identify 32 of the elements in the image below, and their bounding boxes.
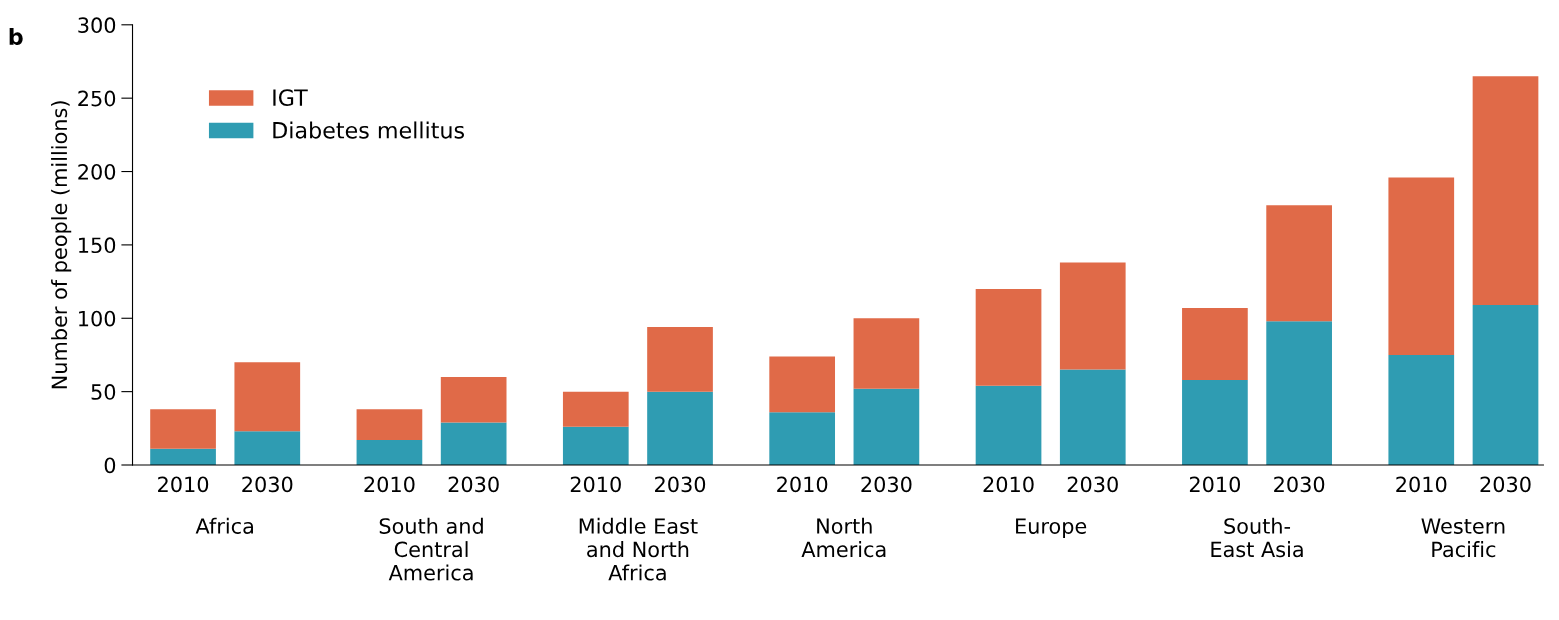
x-tick-label: 2010 — [777, 476, 828, 493]
y-tick-label: 250 — [78, 90, 116, 107]
x-tick-label: 2030 — [242, 476, 293, 493]
y-tick-label: 150 — [79, 237, 116, 254]
x-tick-label: 2030 — [1067, 476, 1118, 493]
x-tick-label: 2030 — [655, 476, 706, 493]
legend-label: Diabetes mellitus — [273, 121, 465, 139]
y-tick-label: 0 — [104, 457, 116, 474]
x-tick-label: 2010 — [1396, 476, 1447, 493]
text: Europe — [1016, 518, 1087, 538]
x-tick-label: 2010 — [1189, 476, 1241, 493]
y-tick-label: 100 — [79, 310, 116, 327]
text: Africa — [195, 517, 253, 534]
text: South- East Asia — [1211, 517, 1303, 558]
x-tick-label: 2030 — [861, 476, 912, 493]
y-tick-label: 50 — [91, 384, 116, 400]
y-tick-label: 200 — [78, 163, 116, 180]
x-tick-label: 2030 — [448, 476, 499, 493]
y-tick-label: 300 — [78, 17, 116, 34]
x-tick-label: 2010 — [983, 476, 1034, 493]
x-tick-label: 2030 — [1480, 476, 1531, 493]
chart-title: b — [9, 27, 23, 46]
x-tick-label: 2010 — [570, 476, 621, 493]
text: South and Central America — [379, 517, 483, 581]
text: Middle East and North Africa — [579, 517, 698, 581]
legend-label: IGT — [273, 89, 308, 107]
text: Western Pacific — [1421, 518, 1505, 558]
x-tick-label: 2010 — [158, 476, 209, 493]
y-axis-title: Number of people (millions) — [51, 101, 72, 389]
text: North America — [801, 517, 886, 558]
x-tick-label: 2010 — [364, 476, 415, 493]
x-tick-label: 2030 — [1274, 476, 1325, 493]
